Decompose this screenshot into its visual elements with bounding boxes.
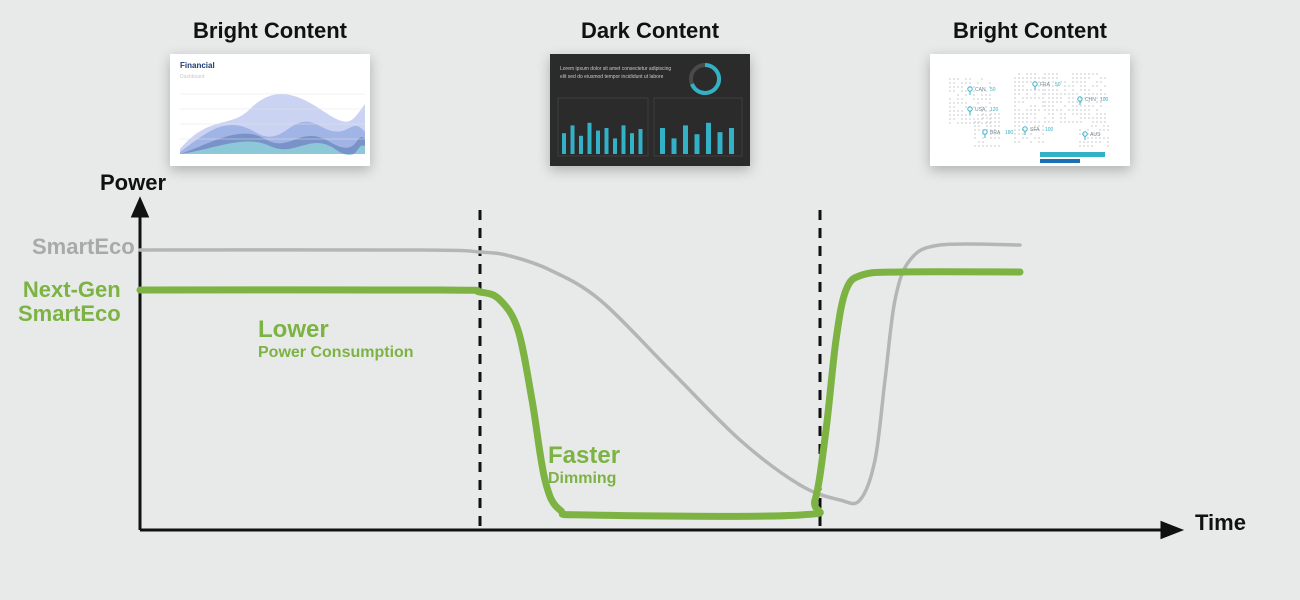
thumb-title: Bright Content [193,18,347,44]
svg-text:Lorem ipsum dolor sit amet con: Lorem ipsum dolor sit amet consectetur a… [560,66,671,72]
power-time-chart [140,200,1180,550]
svg-text:USA: USA [975,107,986,113]
series-label-smarteco: SmartEco [32,234,135,260]
thumb-bright-area: Financial Dashboard [170,54,370,166]
thumb-col-bright-1: Bright Content Financial Dashboard [145,18,395,166]
svg-text:Dashboard: Dashboard [180,74,205,80]
svg-text:SFA: SFA [1030,127,1040,133]
svg-text:BRA: BRA [990,130,1001,136]
left-bars [562,123,643,154]
svg-text:120: 120 [990,107,999,113]
thumb-bright-map: CAN 50 USA 120 BRA 180 FRA 50 CHN 100 SFA 100 AUS [930,54,1130,166]
svg-text:CHN: CHN [1085,97,1096,103]
series-nextgen [140,272,1020,517]
chart-svg [140,200,1180,550]
map-thumb-svg: CAN 50 USA 120 BRA 180 FRA 50 CHN 100 SFA 100 AUS [930,54,1130,166]
dashed-verticals [480,210,820,530]
y-axis-label: Power [100,170,166,196]
series-smarteco [140,244,1020,504]
svg-text:100: 100 [1045,127,1054,133]
thumb-col-bright-2: Bright Content CAN 50 USA 120 BRA 180 FRA 50 CHN… [905,18,1155,166]
svg-text:50: 50 [1055,82,1061,88]
financial-label: Financial [180,61,215,70]
x-axis-label: Time [1195,510,1246,536]
svg-text:CAN: CAN [975,87,986,93]
svg-text:100: 100 [1100,97,1109,103]
thumb-title: Bright Content [953,18,1107,44]
svg-text:AUS: AUS [1090,132,1101,138]
bars-thumb-svg: Lorem ipsum dolor sit amet consectetur a… [550,54,750,166]
thumb-dark-bars: Lorem ipsum dolor sit amet consectetur a… [550,54,750,166]
svg-text:50: 50 [990,87,996,93]
right-bars [660,123,734,154]
thumb-title: Dark Content [581,18,719,44]
series-label-nextgen: Next-Gen SmartEco [18,278,121,326]
svg-text:FRA: FRA [1040,82,1051,88]
svg-text:180: 180 [1005,130,1014,136]
map-markers: CAN 50 USA 120 BRA 180 FRA 50 CHN 100 SFA 100 AUS [968,82,1109,140]
thumbnail-row: Bright Content Financial Dashboard Dark … [0,18,1300,166]
area-thumb-svg: Financial Dashboard [170,54,370,166]
thumb-col-dark: Dark Content Lorem ipsum dolor sit amet … [525,18,775,166]
svg-text:elit sed do eiusmod tempor inc: elit sed do eiusmod tempor incididunt ut… [560,74,664,80]
